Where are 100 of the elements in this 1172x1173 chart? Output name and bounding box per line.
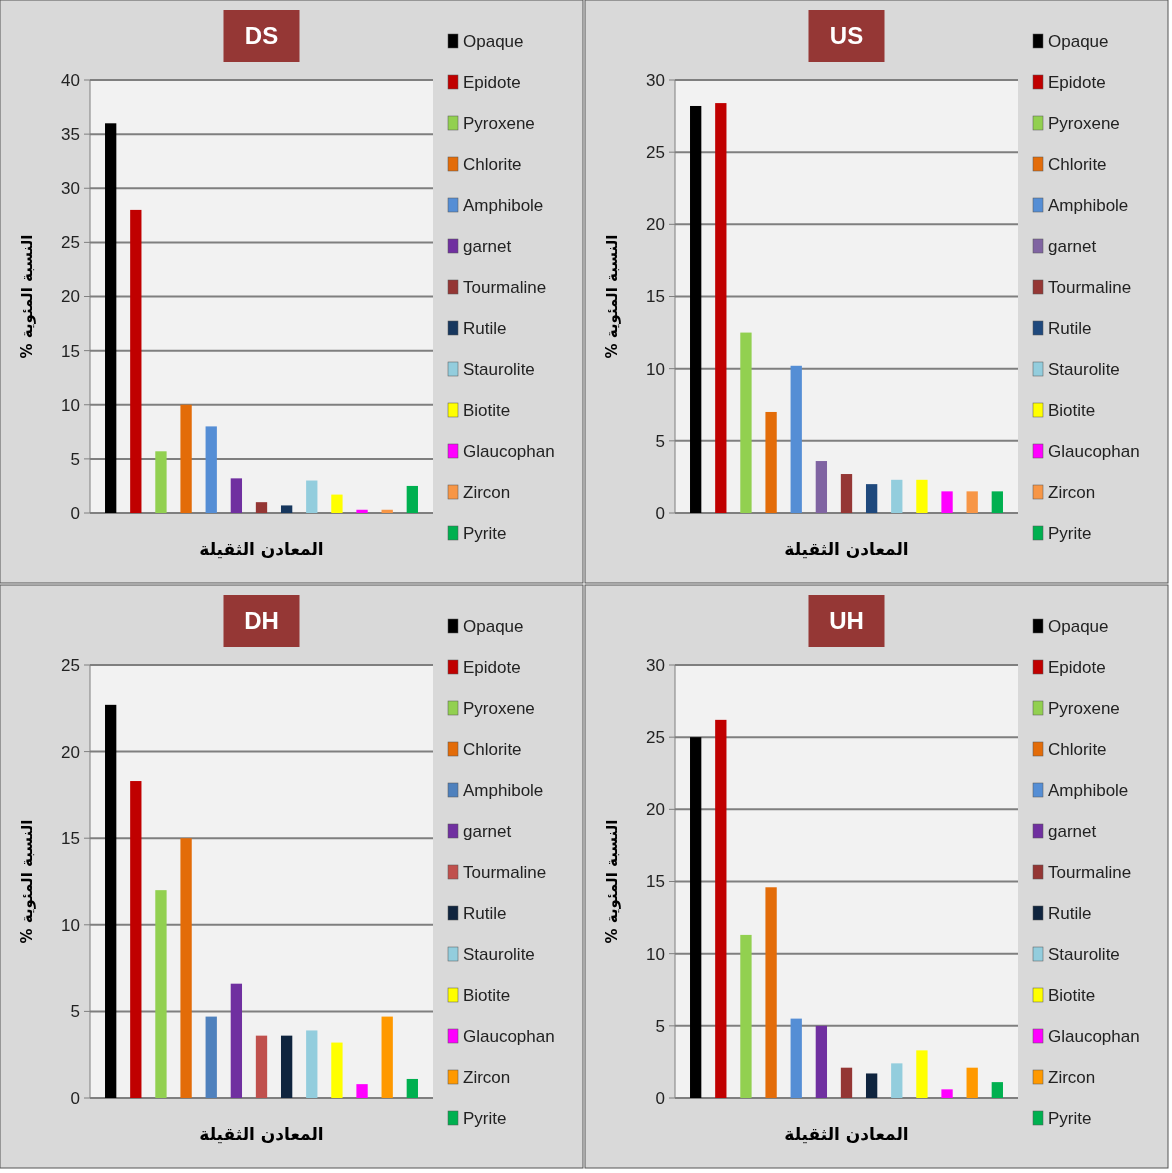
y-tick-label: 10 bbox=[646, 359, 665, 379]
bar bbox=[941, 1089, 953, 1098]
y-tick-label: 20 bbox=[646, 800, 665, 820]
bar bbox=[765, 411, 777, 513]
legend-label: Amphibole bbox=[1048, 195, 1129, 215]
legend-label: Pyrite bbox=[463, 523, 507, 543]
y-tick-label: 15 bbox=[61, 341, 80, 361]
y-axis-title: النسبة المئوية % bbox=[18, 819, 36, 944]
bar bbox=[916, 479, 928, 513]
bar bbox=[865, 484, 878, 513]
bar bbox=[790, 365, 802, 513]
x-axis-title: المعادن الثقيلة bbox=[784, 539, 909, 559]
bar bbox=[130, 209, 142, 513]
legend-label: Amphibole bbox=[463, 780, 544, 800]
bar bbox=[406, 1078, 418, 1098]
legend-label: Zircon bbox=[463, 482, 511, 502]
legend-label: Staurolite bbox=[463, 944, 535, 964]
legend-label: Amphibole bbox=[463, 195, 544, 215]
x-axis-title: المعادن الثقيلة bbox=[199, 539, 324, 559]
y-tick-label: 25 bbox=[646, 728, 665, 748]
y-tick-label: 30 bbox=[646, 70, 665, 90]
y-tick-label: 25 bbox=[61, 233, 80, 253]
y-tick-label: 20 bbox=[61, 742, 80, 762]
legend-label: Pyroxene bbox=[1048, 698, 1120, 718]
bar bbox=[180, 404, 192, 513]
bar bbox=[356, 1084, 368, 1098]
legend-label: Staurolite bbox=[1048, 359, 1120, 379]
bar bbox=[255, 1035, 268, 1098]
legend-label: Glaucophan bbox=[1048, 1026, 1140, 1046]
legend-label: Opaque bbox=[463, 31, 524, 51]
bar bbox=[715, 103, 727, 513]
y-tick-label: 5 bbox=[655, 1016, 665, 1036]
y-tick-label: 0 bbox=[70, 503, 80, 523]
legend-label: Opaque bbox=[463, 616, 524, 636]
legend-label: Tourmaline bbox=[1048, 862, 1132, 882]
bar bbox=[966, 1067, 978, 1098]
legend-label: Staurolite bbox=[1048, 944, 1120, 964]
bar bbox=[690, 105, 702, 513]
y-tick-label: 15 bbox=[646, 872, 665, 892]
y-tick-label: 5 bbox=[70, 1002, 80, 1022]
chart-title: UH bbox=[829, 607, 864, 635]
y-tick-label: 25 bbox=[61, 655, 80, 675]
legend-label: Pyroxene bbox=[463, 698, 535, 718]
legend-label: garnet bbox=[463, 821, 512, 841]
legend-label: Epidote bbox=[463, 657, 521, 677]
bar bbox=[381, 1016, 393, 1098]
bar bbox=[331, 494, 343, 513]
legend-label: Zircon bbox=[1048, 482, 1096, 502]
legend-label: Epidote bbox=[1048, 657, 1106, 677]
bar bbox=[130, 781, 142, 1098]
bar bbox=[280, 1035, 293, 1098]
x-axis-title: المعادن الثقيلة bbox=[784, 1124, 909, 1144]
bar bbox=[331, 1042, 343, 1098]
legend-label: Pyrite bbox=[1048, 523, 1092, 543]
legend-label: garnet bbox=[463, 236, 512, 256]
bar bbox=[815, 461, 828, 513]
legend-label: Glaucophan bbox=[1048, 441, 1140, 461]
y-tick-label: 10 bbox=[61, 395, 80, 415]
legend-label: Amphibole bbox=[1048, 780, 1129, 800]
bar bbox=[255, 502, 268, 513]
bar bbox=[306, 480, 318, 513]
y-tick-label: 10 bbox=[61, 915, 80, 935]
bar bbox=[306, 1030, 318, 1098]
bar bbox=[740, 332, 752, 513]
y-tick-label: 15 bbox=[61, 829, 80, 849]
bar bbox=[105, 704, 117, 1098]
x-axis-title: المعادن الثقيلة bbox=[199, 1124, 324, 1144]
bar bbox=[715, 719, 727, 1098]
legend-label: Chlorite bbox=[1048, 154, 1107, 174]
legend-label: Tourmaline bbox=[463, 862, 547, 882]
legend-label: Zircon bbox=[463, 1067, 511, 1087]
y-tick-label: 10 bbox=[646, 944, 665, 964]
legend-label: Chlorite bbox=[1048, 739, 1107, 759]
bar bbox=[105, 123, 117, 513]
legend-label: Opaque bbox=[1048, 616, 1109, 636]
legend-label: Rutile bbox=[1048, 318, 1092, 338]
bar bbox=[991, 491, 1003, 513]
legend-label: Epidote bbox=[1048, 72, 1106, 92]
bar bbox=[991, 1082, 1003, 1098]
bar bbox=[690, 737, 702, 1098]
bar bbox=[406, 485, 418, 513]
bar bbox=[891, 479, 903, 513]
legend-label: Pyroxene bbox=[463, 113, 535, 133]
bar bbox=[966, 491, 978, 513]
legend-label: Biotite bbox=[463, 400, 511, 420]
bar bbox=[205, 1016, 217, 1098]
legend-label: Epidote bbox=[463, 72, 521, 92]
legend-label: Pyrite bbox=[1048, 1108, 1092, 1128]
y-tick-label: 0 bbox=[70, 1088, 80, 1108]
bar bbox=[765, 887, 777, 1098]
y-tick-label: 35 bbox=[61, 125, 80, 145]
y-tick-label: 30 bbox=[61, 179, 80, 199]
y-tick-label: 0 bbox=[655, 1088, 665, 1108]
chart-title: DS bbox=[244, 22, 279, 50]
y-tick-label: 15 bbox=[646, 287, 665, 307]
y-tick-label: 25 bbox=[646, 143, 665, 163]
bar bbox=[230, 478, 243, 513]
legend-label: Pyrite bbox=[463, 1108, 507, 1128]
bar bbox=[205, 426, 217, 513]
y-tick-label: 5 bbox=[70, 449, 80, 469]
